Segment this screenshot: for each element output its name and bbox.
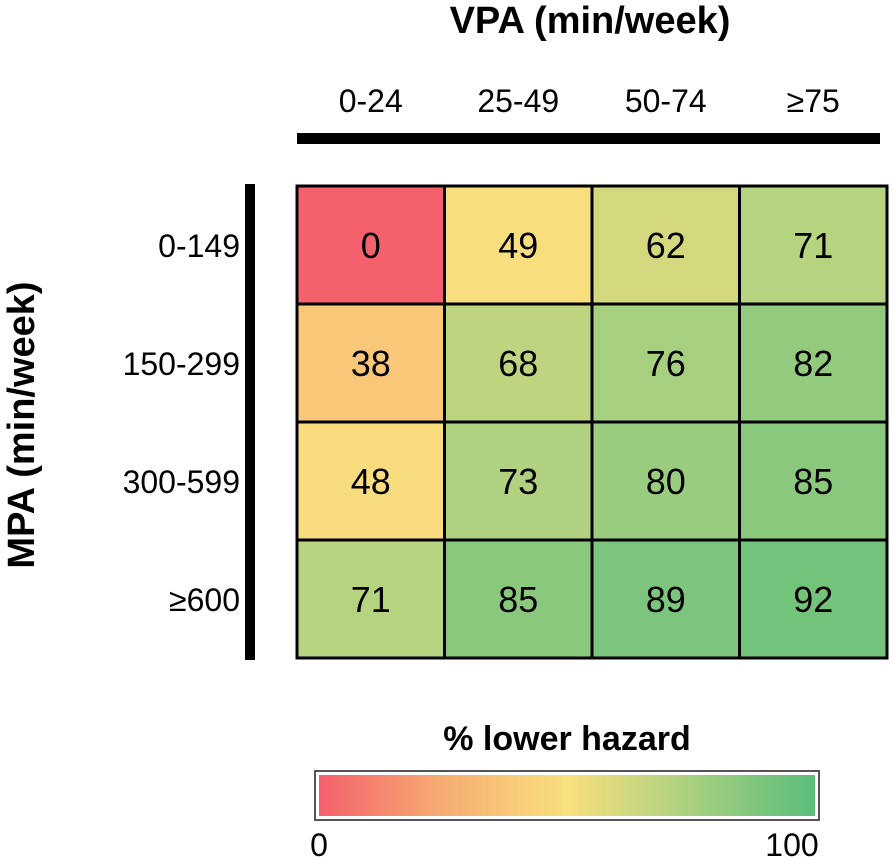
y-tick-label: ≥600 (169, 582, 240, 618)
colorbar-title: % lower hazard (443, 720, 691, 758)
heatmap-cell (443, 420, 594, 542)
y-axis-bar (245, 184, 255, 660)
cell-value-label: 92 (793, 579, 833, 620)
cell-value-label: 89 (646, 579, 686, 620)
cell-value-label: 73 (498, 461, 538, 502)
heatmap-cell (443, 538, 594, 660)
heatmap-cells: 0 49 62 71 38 68 76 82 48 73 80 85 71 85 89 92 (295, 184, 889, 660)
x-axis-title: VPA (min/week) (450, 0, 731, 42)
cell-value-label: 71 (793, 225, 833, 266)
y-tick-label: 300-599 (123, 464, 240, 500)
x-tick-label: 0-24 (339, 83, 403, 119)
cell-value-label: 71 (351, 579, 391, 620)
x-tick-label: 50-74 (625, 83, 707, 119)
cell-value-label: 0 (361, 225, 381, 266)
heatmap-cell (443, 302, 594, 424)
x-tick-labels: 0-24 25-49 50-74 ≥75 (339, 83, 840, 119)
cell-value-label: 62 (646, 225, 686, 266)
x-tick-label: 25-49 (477, 83, 559, 119)
colorbar-gradient (319, 775, 815, 816)
y-tick-labels: 0-149 150-299 300-599 ≥600 (123, 228, 240, 618)
heatmap-cell (443, 184, 594, 306)
heatmap-cell (738, 184, 889, 306)
cell-value-label: 38 (351, 343, 391, 384)
x-axis-bar (297, 133, 880, 144)
cell-value-label: 76 (646, 343, 686, 384)
heatmap-cell (295, 538, 446, 660)
cell-value-label: 80 (646, 461, 686, 502)
cell-value-label: 68 (498, 343, 538, 384)
heatmap-cell (738, 538, 889, 660)
cell-value-label: 49 (498, 225, 538, 266)
y-tick-label: 0-149 (158, 228, 240, 264)
y-axis-title: MPA (min/week) (1, 281, 43, 568)
cell-value-label: 85 (498, 579, 538, 620)
heatmap-cell (738, 302, 889, 424)
colorbar-max-label: 100 (765, 827, 818, 860)
colorbar-min-label: 0 (310, 827, 328, 860)
cell-value-label: 48 (351, 461, 391, 502)
cell-value-label: 82 (793, 343, 833, 384)
heatmap-cell (295, 184, 446, 306)
cell-value-label: 85 (793, 461, 833, 502)
y-tick-label: 150-299 (123, 346, 240, 382)
heatmap-cell (738, 420, 889, 542)
x-tick-label: ≥75 (787, 83, 840, 119)
